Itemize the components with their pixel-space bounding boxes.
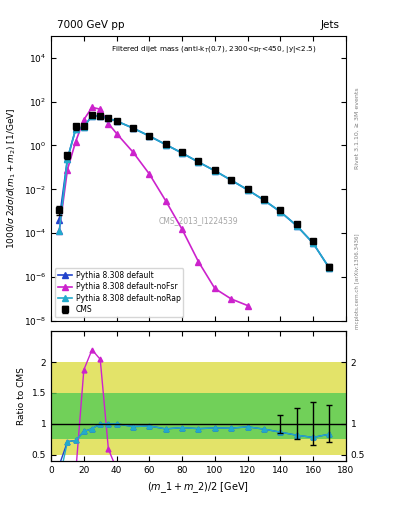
Pythia 8.308 default-noRap — [163, 141, 168, 147]
Pythia 8.308 default-noFsr — [90, 104, 94, 111]
Pythia 8.308 default — [245, 187, 250, 193]
Pythia 8.308 default-noRap — [213, 168, 217, 174]
Pythia 8.308 default-noRap — [81, 124, 86, 130]
Line: Pythia 8.308 default-noFsr: Pythia 8.308 default-noFsr — [57, 104, 250, 308]
Pythia 8.308 default — [278, 209, 283, 215]
Pythia 8.308 default-noFsr — [81, 117, 86, 123]
Pythia 8.308 default-noRap — [106, 115, 111, 121]
Pythia 8.308 default — [98, 113, 103, 119]
Pythia 8.308 default — [213, 168, 217, 174]
X-axis label: $(m\_1 + m\_2) / 2$ [GeV]: $(m\_1 + m\_2) / 2$ [GeV] — [147, 480, 250, 495]
Pythia 8.308 default — [65, 156, 70, 162]
Pythia 8.308 default-noFsr — [180, 226, 184, 232]
Pythia 8.308 default-noRap — [90, 113, 94, 119]
Line: Pythia 8.308 default-noRap: Pythia 8.308 default-noRap — [57, 113, 332, 271]
Text: Rivet 3.1.10, ≥ 3M events: Rivet 3.1.10, ≥ 3M events — [355, 87, 360, 169]
Pythia 8.308 default — [180, 150, 184, 156]
Pythia 8.308 default — [81, 124, 86, 130]
Text: 7000 GeV pp: 7000 GeV pp — [57, 20, 125, 30]
Pythia 8.308 default-noFsr — [196, 259, 201, 265]
Pythia 8.308 default-noRap — [327, 265, 332, 271]
Pythia 8.308 default-noRap — [278, 209, 283, 215]
Pythia 8.308 default-noFsr — [65, 166, 70, 173]
Pythia 8.308 default-noFsr — [98, 106, 103, 112]
Pythia 8.308 default-noRap — [147, 133, 152, 139]
Pythia 8.308 default-noFsr — [73, 139, 78, 145]
Pythia 8.308 default — [130, 125, 135, 131]
Pythia 8.308 default — [73, 126, 78, 132]
Pythia 8.308 default — [196, 159, 201, 165]
Pythia 8.308 default-noRap — [311, 240, 316, 246]
Pythia 8.308 default-noRap — [196, 159, 201, 165]
Pythia 8.308 default-noRap — [65, 156, 70, 162]
Pythia 8.308 default-noRap — [98, 113, 103, 119]
Pythia 8.308 default — [114, 118, 119, 124]
Pythia 8.308 default — [294, 223, 299, 229]
Pythia 8.308 default — [90, 113, 94, 119]
Pythia 8.308 default — [106, 115, 111, 121]
Pythia 8.308 default-noFsr — [163, 198, 168, 204]
Pythia 8.308 default-noRap — [180, 150, 184, 156]
Text: mcplots.cern.ch [arXiv:1306.3436]: mcplots.cern.ch [arXiv:1306.3436] — [355, 234, 360, 329]
Pythia 8.308 default-noFsr — [130, 149, 135, 155]
Pythia 8.308 default — [57, 217, 62, 223]
Pythia 8.308 default-noRap — [130, 125, 135, 131]
Pythia 8.308 default-noRap — [114, 118, 119, 124]
Pythia 8.308 default-noRap — [229, 177, 233, 183]
Pythia 8.308 default — [229, 177, 233, 183]
Pythia 8.308 default-noFsr — [147, 171, 152, 177]
Y-axis label: Ratio to CMS: Ratio to CMS — [17, 367, 26, 425]
Pythia 8.308 default-noRap — [294, 223, 299, 229]
Text: Jets: Jets — [321, 20, 340, 30]
Pythia 8.308 default-noFsr — [213, 285, 217, 291]
Text: Filtered dijet mass (anti-k$_T$(0.7), 2300<p$_T$<450, |y|<2.5): Filtered dijet mass (anti-k$_T$(0.7), 23… — [110, 45, 316, 55]
Pythia 8.308 default-noFsr — [114, 131, 119, 137]
Pythia 8.308 default — [311, 240, 316, 246]
Pythia 8.308 default-noFsr — [106, 120, 111, 126]
Pythia 8.308 default-noRap — [245, 187, 250, 193]
Pythia 8.308 default-noFsr — [57, 228, 62, 234]
Pythia 8.308 default-noRap — [73, 126, 78, 132]
Pythia 8.308 default-noFsr — [245, 303, 250, 309]
Legend: Pythia 8.308 default, Pythia 8.308 default-noFsr, Pythia 8.308 default-noRap, CM: Pythia 8.308 default, Pythia 8.308 defau… — [55, 268, 184, 317]
Pythia 8.308 default — [262, 197, 266, 203]
Line: Pythia 8.308 default: Pythia 8.308 default — [57, 113, 332, 271]
Pythia 8.308 default — [327, 265, 332, 271]
Pythia 8.308 default-noRap — [57, 228, 62, 234]
Text: CMS_2013_I1224539: CMS_2013_I1224539 — [159, 217, 238, 226]
Pythia 8.308 default — [163, 141, 168, 147]
Pythia 8.308 default-noFsr — [229, 296, 233, 302]
Pythia 8.308 default — [147, 133, 152, 139]
Pythia 8.308 default-noRap — [262, 197, 266, 203]
Y-axis label: $1000/\sigma\,2d\sigma/d(m_1 + m_2)$ [1/GeV]: $1000/\sigma\,2d\sigma/d(m_1 + m_2)$ [1/… — [6, 108, 18, 249]
